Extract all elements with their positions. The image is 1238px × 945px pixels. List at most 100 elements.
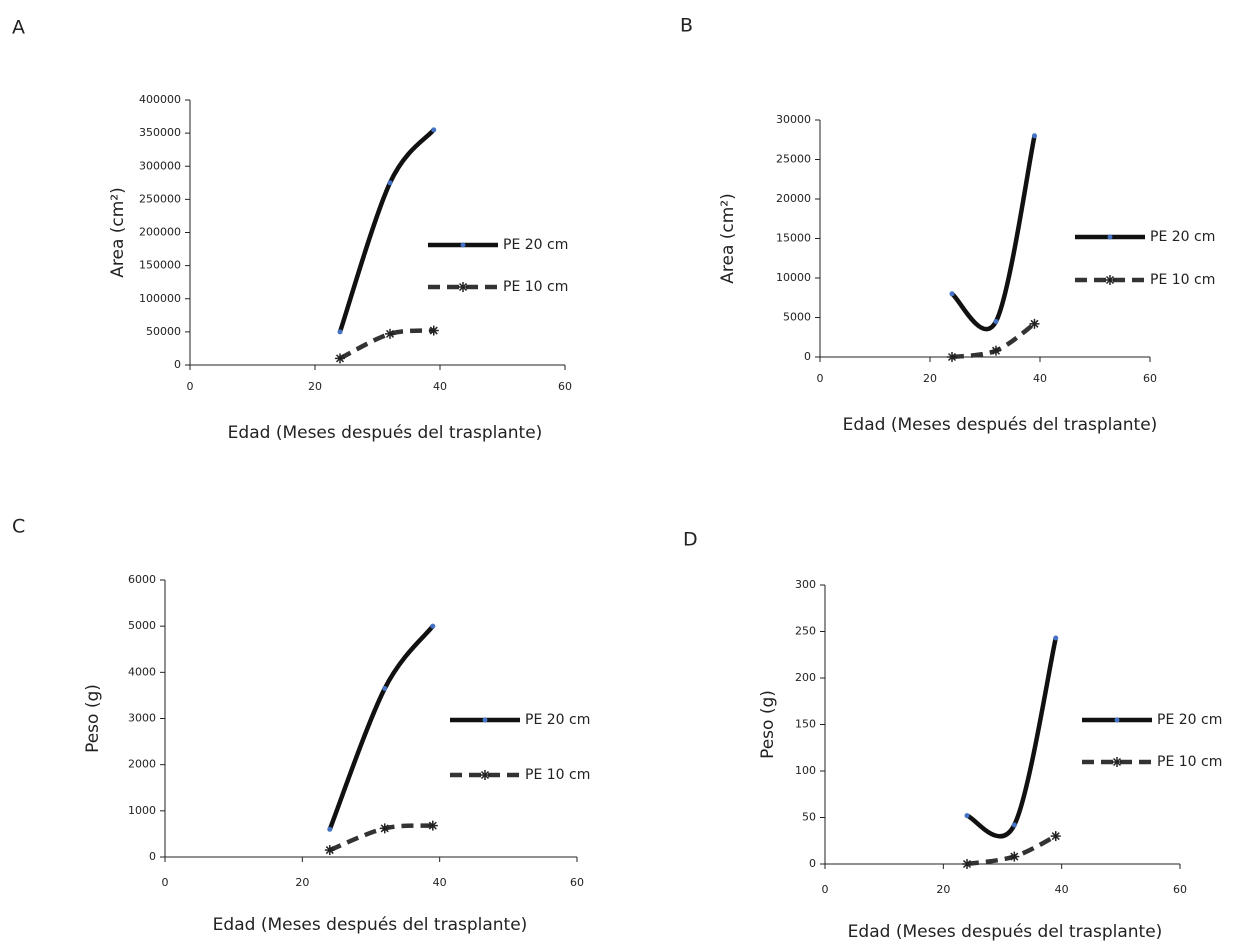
y-tick-label: 10000	[776, 271, 811, 284]
legend-marker	[482, 717, 488, 723]
marker-stroke	[1010, 852, 1019, 861]
x-tick-label: 20	[923, 372, 937, 385]
marker-stroke	[1105, 275, 1115, 285]
y-tick-label: 30000	[776, 113, 811, 126]
legend-label: PE 10 cm	[1150, 272, 1215, 288]
x-tick-label: 40	[1033, 372, 1047, 385]
x-axis-title: Edad (Meses después del trasplante)	[843, 415, 1158, 435]
panel-label: D	[683, 529, 698, 551]
marker	[1009, 851, 1020, 862]
legend-label: PE 20 cm	[525, 712, 590, 728]
marker-stroke	[1112, 757, 1122, 767]
legend-marker	[460, 242, 466, 248]
panel-label: B	[680, 15, 693, 37]
marker-stroke	[380, 824, 389, 833]
chart-panel: B 0 5000 10000 15000 20000 25000 30000 0 20 40 60 Ed…	[680, 15, 1215, 436]
marker-stroke	[947, 352, 957, 362]
x-axis-title: Edad (Meses después del trasplante)	[213, 915, 528, 935]
series-line	[337, 128, 436, 333]
y-axis-title: Area (cm²)	[718, 193, 738, 284]
y-tick-label: 1000	[128, 804, 156, 817]
y-tick-label: 200000	[139, 226, 181, 239]
marker-stroke	[1051, 832, 1060, 841]
x-tick-label: 40	[433, 876, 447, 889]
marker	[327, 826, 333, 832]
y-tick-label: 4000	[128, 665, 156, 678]
marker-stroke	[335, 354, 345, 363]
marker	[947, 352, 957, 362]
marker	[335, 353, 345, 364]
x-tick-label: 0	[817, 372, 824, 385]
y-tick-label: 150000	[139, 259, 181, 272]
y-tick-label: 50	[802, 811, 816, 824]
series-line	[950, 135, 1037, 332]
y-tick-label: 400000	[139, 93, 181, 106]
y-axis-title: Area (cm²)	[108, 187, 128, 278]
x-tick-label: 0	[822, 883, 829, 896]
x-tick-label: 40	[1055, 883, 1069, 896]
legend-label: PE 10 cm	[503, 279, 568, 295]
y-tick-label: 25000	[776, 153, 811, 166]
marker-stroke	[480, 770, 490, 780]
chart-panel: D 0 50 100 150 200 250 300 0 20 40 60 Edad (Meses de…	[683, 529, 1222, 943]
marker-stroke	[962, 859, 972, 869]
marker	[379, 823, 390, 834]
x-tick-label: 0	[187, 380, 194, 393]
panel-label: C	[12, 516, 25, 538]
marker	[991, 345, 1001, 356]
marker-stroke	[991, 346, 1001, 355]
marker	[1112, 757, 1122, 767]
chart-panel: C 0 1000 2000 3000 4000 5000 6000 0 20 40 60 Edad (M…	[12, 516, 590, 936]
legend-marker	[1114, 717, 1120, 723]
x-tick-label: 60	[558, 380, 572, 393]
legend-marker	[1107, 234, 1113, 240]
x-axis-title: Edad (Meses después del trasplante)	[848, 922, 1163, 942]
marker	[1053, 635, 1059, 641]
y-tick-label: 5000	[128, 619, 156, 632]
y-tick-label: 20000	[776, 192, 811, 205]
chart-panel: A 0 50000 100000 150000 200000 250000 300000 350…	[12, 17, 572, 444]
marker	[962, 859, 972, 869]
y-tick-label: 0	[809, 857, 816, 870]
x-tick-label: 40	[433, 380, 447, 393]
y-tick-label: 150	[795, 718, 816, 731]
legend-label: PE 20 cm	[503, 237, 568, 253]
y-tick-label: 300000	[139, 159, 181, 172]
legend-label: PE 10 cm	[525, 767, 590, 783]
x-tick-label: 20	[295, 876, 309, 889]
marker	[385, 328, 395, 339]
series-line	[338, 328, 434, 361]
marker	[387, 180, 393, 186]
y-tick-label: 100	[795, 764, 816, 777]
y-axis-title: Peso (g)	[83, 684, 103, 753]
y-tick-label: 300	[795, 578, 816, 591]
x-tick-label: 60	[570, 876, 584, 889]
marker	[324, 845, 335, 856]
marker-stroke	[1030, 319, 1039, 328]
marker	[382, 685, 388, 691]
x-tick-label: 60	[1143, 372, 1157, 385]
y-tick-label: 6000	[128, 573, 156, 586]
legend-label: PE 10 cm	[1157, 754, 1222, 770]
series-line	[966, 637, 1058, 839]
y-tick-label: 250	[795, 625, 816, 638]
marker	[949, 291, 955, 297]
x-tick-label: 20	[936, 883, 950, 896]
marker	[1029, 318, 1040, 329]
panel-label: A	[12, 17, 25, 39]
series-line	[328, 823, 433, 853]
y-tick-label: 250000	[139, 192, 181, 205]
y-tick-label: 350000	[139, 126, 181, 139]
legend-label: PE 20 cm	[1150, 229, 1215, 245]
y-tick-label: 200	[795, 671, 816, 684]
y-tick-label: 2000	[128, 758, 156, 771]
y-tick-label: 5000	[783, 311, 811, 324]
marker	[431, 127, 437, 133]
marker-stroke	[385, 329, 395, 338]
y-tick-label: 0	[804, 350, 811, 363]
marker	[1011, 822, 1017, 828]
marker-stroke	[428, 821, 437, 830]
x-axis-title: Edad (Meses después del trasplante)	[228, 423, 543, 443]
x-tick-label: 60	[1173, 883, 1187, 896]
marker	[427, 820, 438, 831]
